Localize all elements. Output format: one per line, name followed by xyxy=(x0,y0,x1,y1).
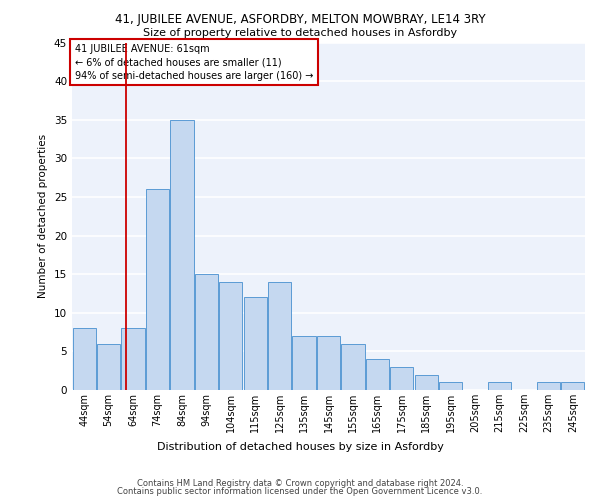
Bar xyxy=(244,298,267,390)
Bar xyxy=(121,328,145,390)
Bar xyxy=(415,374,438,390)
Bar xyxy=(97,344,120,390)
Bar xyxy=(390,367,413,390)
Bar xyxy=(366,359,389,390)
Text: 41 JUBILEE AVENUE: 61sqm
← 6% of detached houses are smaller (11)
94% of semi-de: 41 JUBILEE AVENUE: 61sqm ← 6% of detache… xyxy=(74,44,313,80)
Bar xyxy=(73,328,96,390)
Y-axis label: Number of detached properties: Number of detached properties xyxy=(38,134,49,298)
Bar xyxy=(439,382,462,390)
Text: Contains HM Land Registry data © Crown copyright and database right 2024.: Contains HM Land Registry data © Crown c… xyxy=(137,478,463,488)
Bar xyxy=(146,189,169,390)
Bar xyxy=(317,336,340,390)
Bar xyxy=(537,382,560,390)
Bar xyxy=(292,336,316,390)
Bar xyxy=(488,382,511,390)
Text: Contains public sector information licensed under the Open Government Licence v3: Contains public sector information licen… xyxy=(118,487,482,496)
Bar xyxy=(219,282,242,390)
Bar xyxy=(341,344,365,390)
Bar xyxy=(268,282,291,390)
Text: Distribution of detached houses by size in Asfordby: Distribution of detached houses by size … xyxy=(157,442,443,452)
Bar xyxy=(170,120,194,390)
Bar xyxy=(195,274,218,390)
Bar xyxy=(561,382,584,390)
Text: 41, JUBILEE AVENUE, ASFORDBY, MELTON MOWBRAY, LE14 3RY: 41, JUBILEE AVENUE, ASFORDBY, MELTON MOW… xyxy=(115,12,485,26)
Text: Size of property relative to detached houses in Asfordby: Size of property relative to detached ho… xyxy=(143,28,457,38)
